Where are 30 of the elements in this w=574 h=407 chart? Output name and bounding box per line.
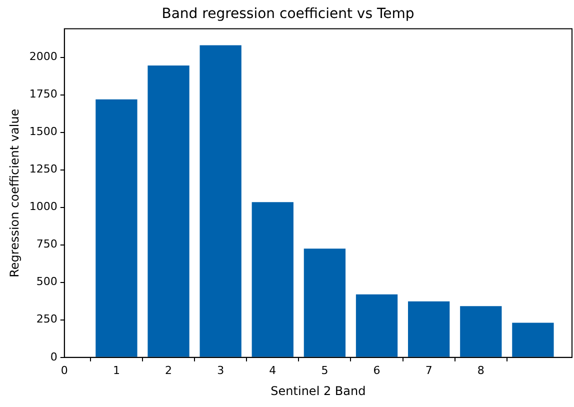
y-tick-label: 500 [36, 275, 58, 288]
x-tick-label: 2 [165, 364, 172, 377]
x-tick-label: 3 [217, 364, 224, 377]
bar [148, 66, 190, 357]
x-tick-label: 1 [112, 364, 120, 377]
bar [356, 294, 398, 357]
bar [96, 99, 138, 357]
bar [200, 45, 242, 357]
y-tick-label: 1500 [29, 125, 58, 138]
bar [460, 306, 502, 357]
bar [304, 248, 346, 357]
y-axis-title: Regression coefficient value [7, 108, 22, 278]
x-tick-label: 5 [321, 364, 328, 377]
x-tick-label: 0 [60, 364, 68, 377]
y-tick-label: 2000 [29, 50, 58, 64]
bar [512, 322, 554, 357]
y-tick-label: 0 [50, 350, 58, 364]
x-tick-label: 4 [269, 364, 276, 377]
y-tick-label: 1750 [29, 88, 58, 101]
x-tick-label: 6 [373, 364, 380, 377]
bar [252, 202, 294, 357]
y-tick-label: 1250 [29, 162, 58, 176]
y-tick-label: 250 [36, 312, 58, 326]
y-tick-label: 1000 [29, 200, 58, 214]
x-tick-label: 8 [477, 364, 484, 377]
chart-title: Band regression coefficient vs Temp [162, 6, 414, 22]
y-tick-label: 750 [36, 238, 58, 251]
x-axis-title: Sentinel 2 Band [270, 384, 366, 398]
x-tick-label: 7 [425, 364, 432, 377]
bar [408, 301, 450, 357]
